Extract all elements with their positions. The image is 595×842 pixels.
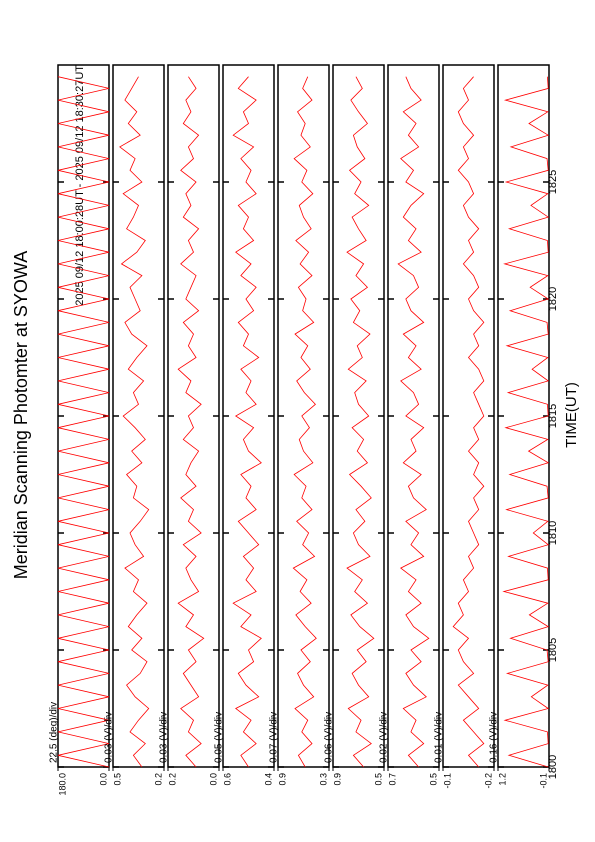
y-tick-label: 0.5 bbox=[428, 773, 438, 786]
y-tick-label: 0.5 bbox=[373, 773, 383, 786]
y-tick-label: 0.3 bbox=[318, 773, 328, 786]
y-tick-label: 0.2 bbox=[153, 773, 163, 786]
x-tick-label: 1800 bbox=[547, 755, 559, 779]
panel-scale-label: 0.16 (V)/div bbox=[489, 712, 500, 763]
y-tick-label: -0.1 bbox=[442, 773, 452, 789]
x-tick-label: 1805 bbox=[547, 638, 559, 662]
y-tick-label: 0.0 bbox=[98, 773, 108, 786]
panel-scale-label: 0.02 (V)/div bbox=[379, 712, 390, 763]
panel-frame bbox=[112, 64, 165, 768]
trace bbox=[292, 76, 317, 768]
panel-scale-label: 0.05 (V)/div bbox=[214, 712, 225, 763]
y-tick-label: 0.4 bbox=[263, 773, 273, 786]
x-tick-label: 1825 bbox=[547, 170, 559, 194]
panel-scale-label: 0.03 (V)/div bbox=[159, 712, 170, 763]
trace bbox=[57, 76, 110, 768]
y-tick-label: 0.9 bbox=[332, 773, 342, 786]
panel-frame bbox=[277, 64, 330, 768]
y-tick-label: 0.2 bbox=[167, 773, 177, 786]
panel-frame bbox=[332, 64, 385, 768]
trace bbox=[502, 76, 550, 768]
panel-scale-label: 22.5 (deg)/div bbox=[49, 702, 60, 763]
y-tick-label: 0.7 bbox=[387, 773, 397, 786]
y-tick-label: 180.0 bbox=[57, 773, 67, 796]
y-tick-label: 0.9 bbox=[277, 773, 287, 786]
panel-scale-label: 0.07 (V)/div bbox=[269, 712, 280, 763]
x-tick-label: 1815 bbox=[547, 404, 559, 428]
trace bbox=[232, 76, 262, 768]
x-axis-label: TIME(UT) bbox=[563, 382, 580, 448]
y-tick-label: 0.0 bbox=[208, 773, 218, 786]
panel-frame bbox=[167, 64, 220, 768]
y-tick-label: -0.2 bbox=[483, 773, 493, 789]
x-tick-label: 1810 bbox=[547, 521, 559, 545]
y-tick-label: 0.6 bbox=[222, 773, 232, 786]
trace bbox=[119, 76, 150, 768]
panel-scale-label: 0.01 (V)/div bbox=[434, 712, 445, 763]
y-tick-label: 1.2 bbox=[497, 773, 507, 786]
panel-scale-label: 0.03 (V)/div bbox=[104, 712, 115, 763]
y-tick-label: -0.1 bbox=[538, 773, 548, 789]
panel-scale-label: 0.06 (V)/div bbox=[324, 712, 335, 763]
chart-title: Meridian Scanning Photomter at SYOWA bbox=[11, 251, 31, 579]
x-tick-label: 1820 bbox=[547, 287, 559, 311]
panel-frame bbox=[497, 64, 550, 768]
trace bbox=[452, 76, 485, 768]
panel-frame bbox=[222, 64, 275, 768]
chart-subtitle: 2025 09/12 18:00:28UT - 2025 09/12 18:30… bbox=[74, 65, 86, 306]
rotated-plot: Meridian Scanning Photomter at SYOWA 202… bbox=[11, 64, 580, 796]
trace bbox=[346, 76, 375, 768]
trace bbox=[177, 76, 205, 768]
panel-frame bbox=[442, 64, 495, 768]
y-tick-label: 0.5 bbox=[112, 773, 122, 786]
trace bbox=[397, 76, 430, 768]
